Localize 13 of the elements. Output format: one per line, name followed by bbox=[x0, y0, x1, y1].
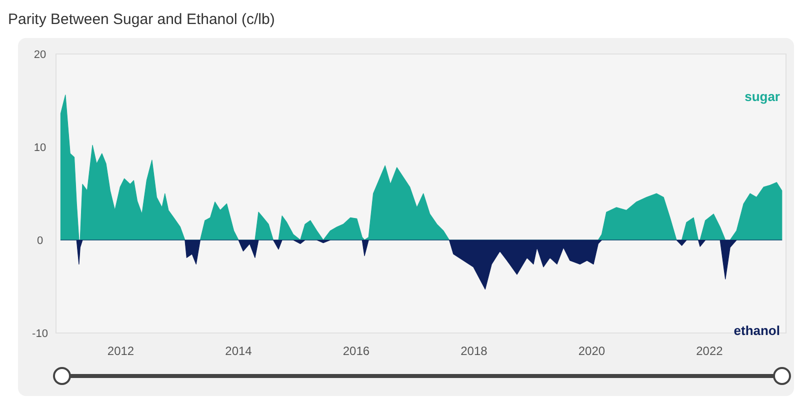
y-tick-label: 0 bbox=[36, 235, 44, 247]
x-tick-label: 2014 bbox=[225, 344, 252, 358]
x-tick-label: 2020 bbox=[578, 344, 606, 358]
x-tick-label: 2018 bbox=[460, 344, 488, 358]
x-tick-label: 2016 bbox=[342, 344, 370, 358]
y-tick-label: 20 bbox=[34, 49, 46, 61]
x-tick-label: 2012 bbox=[107, 344, 134, 358]
text: sugar bbox=[744, 89, 780, 104]
text: ethanol bbox=[734, 323, 780, 338]
y-tick-label: 10 bbox=[34, 142, 46, 154]
y-tick-label: -10 bbox=[32, 328, 48, 340]
x-tick-label: 2022 bbox=[696, 344, 724, 358]
chart-title: Parity Between Sugar and Ethanol (c/lb) bbox=[8, 11, 275, 28]
